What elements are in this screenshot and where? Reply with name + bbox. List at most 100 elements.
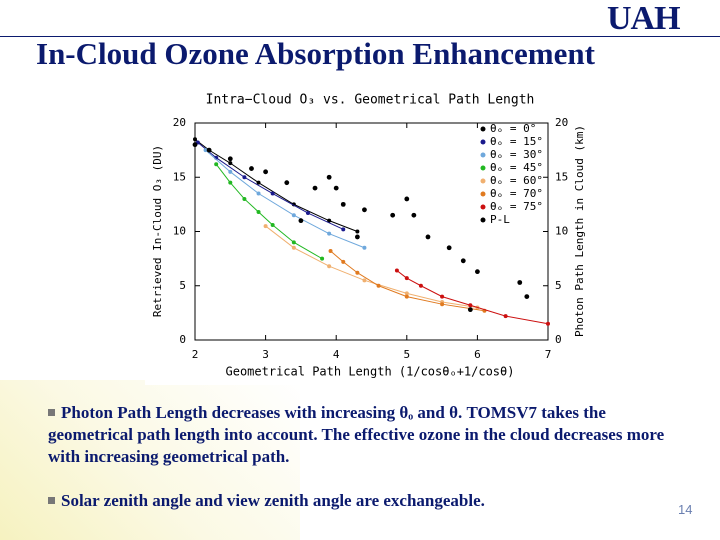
data-point <box>376 283 381 288</box>
data-point <box>394 268 399 273</box>
data-point <box>517 280 523 285</box>
y-tick-label: 5 <box>179 279 186 292</box>
data-point <box>341 227 346 232</box>
x-tick-label: 4 <box>333 348 340 361</box>
data-point <box>362 207 367 213</box>
data-point <box>328 249 333 254</box>
data-point <box>503 314 508 319</box>
data-point <box>475 269 480 275</box>
data-point <box>305 211 310 216</box>
legend-label: θₒ = 45° <box>490 161 543 174</box>
data-point <box>263 169 268 175</box>
data-point <box>227 156 233 162</box>
legend-label: θₒ = 70° <box>490 187 543 200</box>
chart: Intra−Cloud O₃ vs. Geometrical Path Leng… <box>145 85 595 385</box>
data-point <box>256 191 261 196</box>
data-point <box>228 180 233 185</box>
data-point <box>440 294 445 299</box>
data-point <box>256 209 261 214</box>
data-point <box>327 231 332 236</box>
data-point <box>228 161 233 166</box>
data-point <box>362 245 367 250</box>
data-point <box>327 218 332 223</box>
data-point <box>270 222 275 227</box>
data-point <box>404 276 409 281</box>
y-tick-label: 0 <box>179 333 186 346</box>
x-tick-label: 5 <box>403 348 410 361</box>
data-point <box>440 302 445 307</box>
bullet-marker <box>48 409 55 416</box>
data-point <box>298 218 304 224</box>
y-axis-label: Retrieved In-Cloud O₃ (DU) <box>151 145 164 317</box>
x-axis-label: Geometrical Path Length (1/cosθₒ+1/cosθ) <box>226 365 515 379</box>
data-point <box>333 185 339 191</box>
data-point <box>206 147 212 153</box>
data-point <box>242 175 247 180</box>
data-point <box>468 303 473 308</box>
data-point <box>355 270 360 275</box>
legend-label: θₒ = 0° <box>490 122 536 135</box>
legend-marker <box>480 165 486 171</box>
x-tick-label: 3 <box>262 348 269 361</box>
data-point <box>404 291 409 296</box>
data-point <box>446 245 452 251</box>
y-tick-label: 20 <box>173 116 186 129</box>
data-point <box>249 166 254 171</box>
data-point <box>228 169 233 174</box>
data-point <box>291 240 296 245</box>
data-point <box>404 294 409 299</box>
bullet-text: Solar zenith angle and view zenith angle… <box>61 491 485 510</box>
chart-background <box>145 85 595 385</box>
chart-title: Intra−Cloud O₃ vs. Geometrical Path Leng… <box>206 93 535 108</box>
bullet-item: Solar zenith angle and view zenith angle… <box>48 490 688 512</box>
data-point <box>524 294 530 299</box>
legend-marker <box>480 178 486 184</box>
slide-title: In-Cloud Ozone Absorption Enhancement <box>36 36 595 71</box>
data-point <box>242 196 247 201</box>
data-point <box>326 174 332 180</box>
data-point <box>192 142 198 148</box>
y2-tick-label: 0 <box>555 333 562 346</box>
y2-tick-label: 15 <box>555 170 568 183</box>
data-point <box>418 283 423 288</box>
y2-axis-label: Photon Path Length in Cloud (km) <box>573 125 586 337</box>
page-number: 14 <box>678 502 693 517</box>
bullet-item: Photon Path Length decreases with increa… <box>48 402 688 468</box>
data-point <box>354 234 360 240</box>
legend-label: θₒ = 75° <box>490 200 543 213</box>
data-point <box>546 321 550 326</box>
data-point <box>362 278 367 283</box>
data-point <box>291 245 296 250</box>
legend-marker <box>480 191 486 197</box>
y2-tick-label: 20 <box>555 116 568 129</box>
x-tick-label: 7 <box>545 348 552 361</box>
header-rule <box>0 36 720 37</box>
data-point <box>390 212 396 218</box>
data-point <box>284 180 290 186</box>
legend-marker <box>480 139 486 145</box>
x-tick-label: 2 <box>192 348 199 361</box>
data-point <box>270 191 275 196</box>
series-line <box>197 142 344 230</box>
data-point <box>291 213 296 218</box>
y2-tick-label: 5 <box>555 279 562 292</box>
data-point <box>214 162 219 167</box>
data-point <box>203 148 208 153</box>
background-gradient <box>0 380 300 540</box>
data-point <box>411 212 417 218</box>
legend-label: θₒ = 60° <box>490 174 543 187</box>
data-point <box>256 180 261 185</box>
data-point <box>340 201 346 207</box>
data-point <box>425 234 431 240</box>
legend-marker <box>480 217 486 223</box>
y-tick-label: 15 <box>173 170 186 183</box>
data-point <box>320 256 325 261</box>
y-tick-label: 10 <box>173 225 186 238</box>
bullet-text: Photon Path Length decreases with increa… <box>48 403 665 466</box>
bullet-marker <box>48 497 55 504</box>
data-point <box>327 264 332 269</box>
data-point <box>404 196 410 202</box>
data-point <box>460 258 466 264</box>
data-point <box>263 224 268 229</box>
